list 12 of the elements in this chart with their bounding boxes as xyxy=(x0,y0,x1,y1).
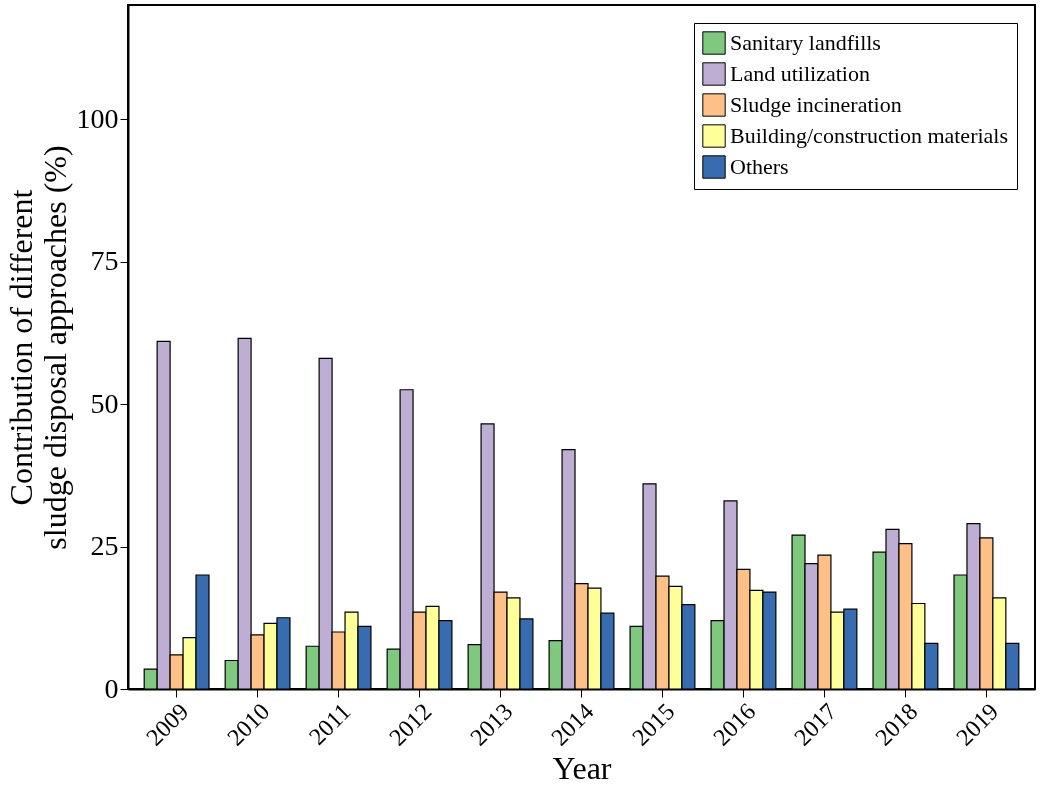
y-tick-label: 0 xyxy=(104,672,119,704)
y-tick-label: 50 xyxy=(90,387,119,419)
y-tick-label: 25 xyxy=(90,530,119,561)
legend-label: Others xyxy=(730,154,789,179)
legend-label: Sludge incineration xyxy=(730,92,902,117)
x-axis-title: Year xyxy=(552,750,612,787)
y-tick-label: 75 xyxy=(90,245,119,276)
y-axis-title: Contribution of different sludge disposal approaches (%) xyxy=(2,145,73,550)
y-tick-label: 100 xyxy=(76,102,119,134)
legend-label: Sanitary landfills xyxy=(730,30,881,55)
legend-label: Building/construction materials xyxy=(730,123,1009,148)
legend-label: Land utilization xyxy=(730,61,870,86)
